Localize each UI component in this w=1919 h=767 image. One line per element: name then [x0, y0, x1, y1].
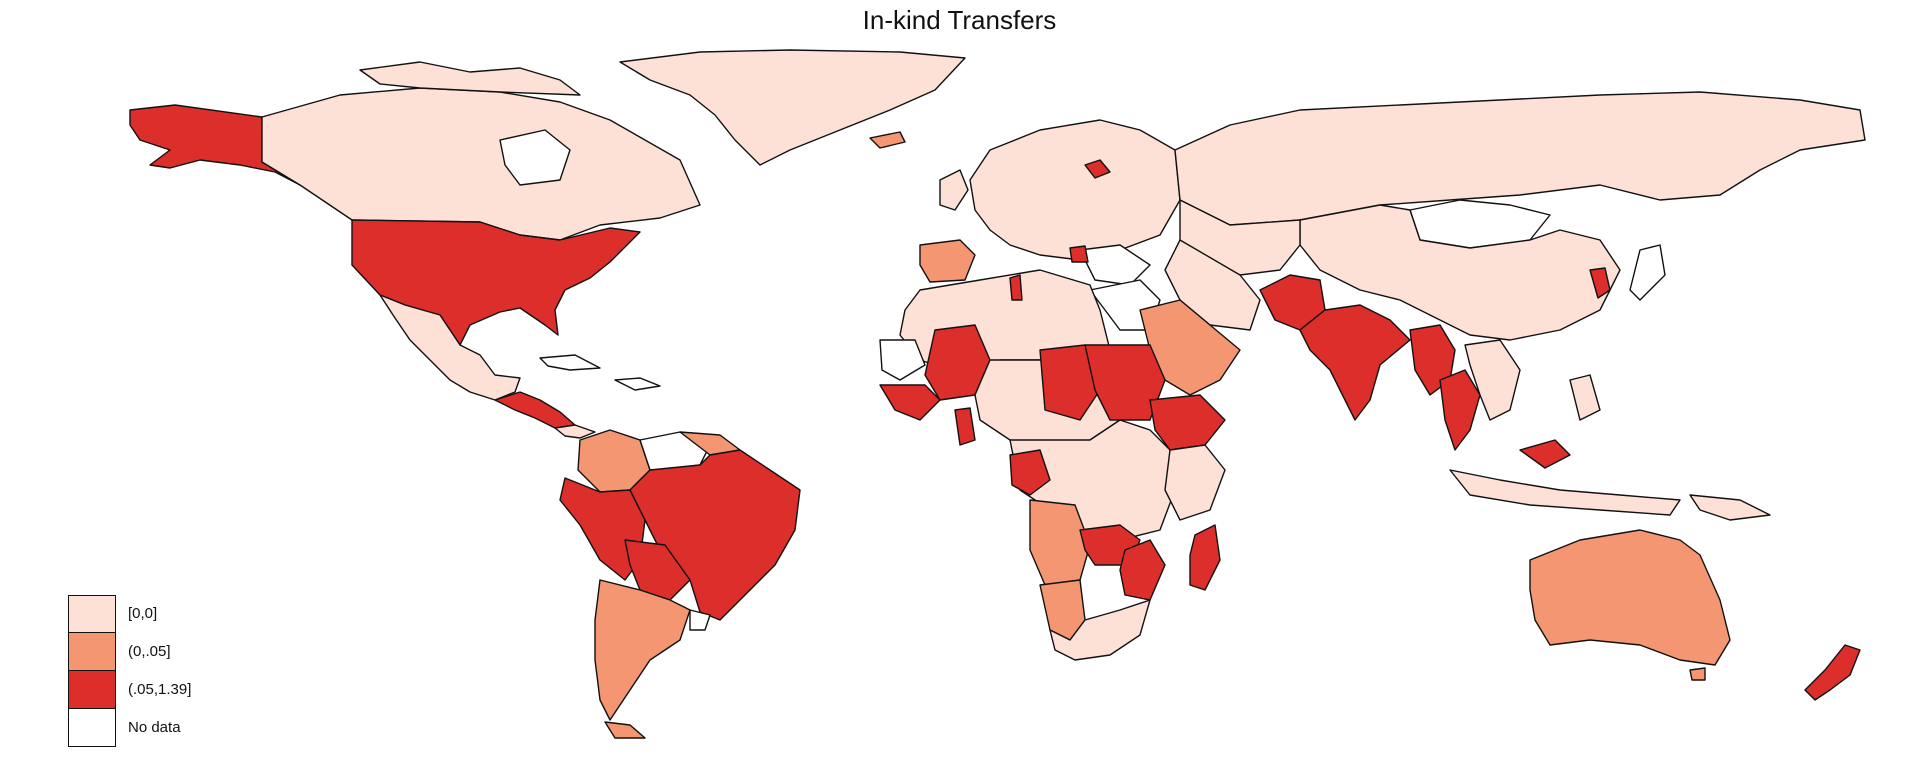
legend-label: No data — [128, 719, 181, 736]
region-argentina — [594, 579, 691, 721]
map-title: In-kind Transfers — [862, 5, 1057, 35]
region-tierra — [604, 721, 646, 739]
legend-swatch — [68, 595, 116, 633]
region-mozambique — [1119, 539, 1166, 601]
legend-swatch — [68, 633, 116, 671]
region-ghana — [954, 407, 976, 446]
region-philippines — [1569, 374, 1601, 421]
region-usa — [351, 219, 641, 346]
region-guinea-coast — [879, 384, 941, 421]
region-caribbean — [614, 377, 661, 391]
region-thailand — [1439, 369, 1481, 451]
region-iberia — [919, 239, 976, 283]
region-balkan-red — [1069, 245, 1089, 263]
region-malaysia — [1519, 439, 1571, 469]
legend-swatch — [68, 709, 116, 747]
region-baffin-nodata — [499, 129, 571, 186]
region-canada-arctic — [359, 61, 581, 96]
region-cuba — [539, 354, 601, 371]
region-mexico — [379, 294, 521, 401]
region-tasmania — [1689, 667, 1706, 681]
region-panama — [554, 424, 596, 439]
region-japan — [1629, 244, 1666, 301]
legend-label: (.05,1.39] — [128, 681, 192, 698]
region-west-africa-nodata — [879, 339, 926, 381]
region-indochina — [1464, 339, 1521, 421]
legend-label: [0,0] — [128, 605, 158, 622]
region-tunisia — [1009, 274, 1023, 301]
region-baltic — [1084, 159, 1111, 179]
region-uruguay — [689, 609, 711, 631]
region-russia — [1174, 91, 1866, 226]
region-uk — [939, 169, 969, 211]
region-iceland — [869, 131, 906, 149]
region-greenland — [619, 49, 966, 166]
region-niger-chad — [1039, 344, 1101, 421]
region-balkans-nodata — [1079, 244, 1151, 286]
region-east-africa — [1164, 444, 1226, 521]
region-europe — [969, 119, 1181, 261]
region-brazil — [629, 449, 801, 621]
legend-swatch — [68, 671, 116, 709]
region-sudan — [1084, 344, 1166, 421]
legend-label: (0,.05] — [128, 643, 171, 660]
region-madagascar — [1189, 524, 1221, 591]
region-congo — [1009, 449, 1051, 496]
region-korea — [1589, 267, 1611, 299]
region-australia — [1529, 529, 1731, 666]
region-central-america — [494, 391, 576, 429]
region-south-africa — [1049, 599, 1151, 661]
region-china — [1299, 204, 1621, 341]
region-iran — [1164, 239, 1261, 331]
region-png — [1689, 494, 1771, 521]
region-indonesia — [1449, 469, 1681, 516]
region-new-zealand — [1804, 644, 1861, 701]
region-canada — [261, 87, 701, 241]
region-india — [1299, 304, 1411, 421]
